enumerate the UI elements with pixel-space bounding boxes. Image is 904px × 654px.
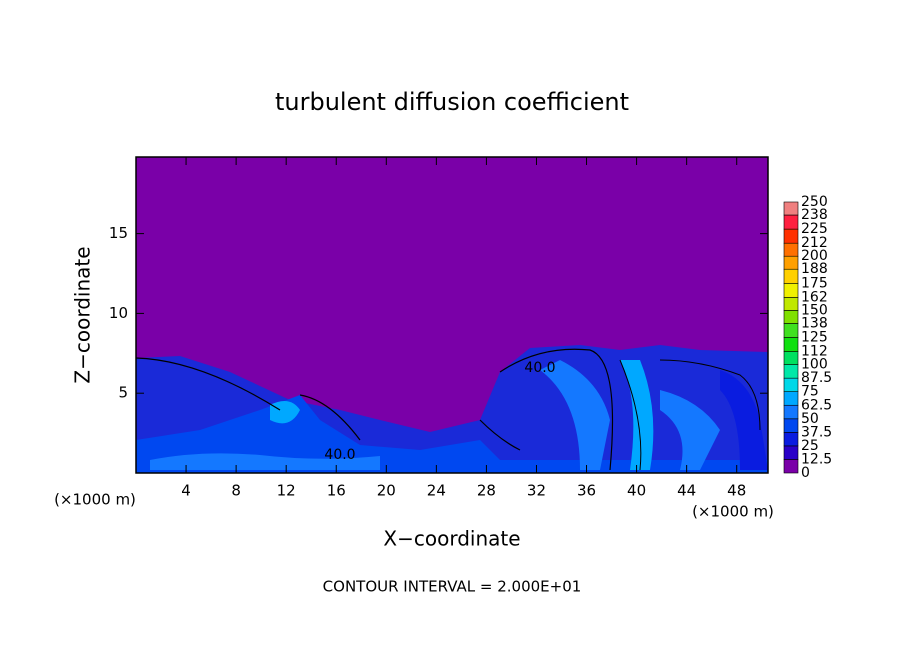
colorbar-label: 50 [801, 411, 819, 427]
colorbar-label: 250 [801, 194, 828, 210]
footer: CONTOUR INTERVAL = 2.000E+01 [323, 578, 582, 596]
field [136, 157, 768, 473]
plot-frame [135, 156, 769, 474]
y-axis-label: Z−coordinate [71, 246, 95, 383]
colorbar-band [783, 459, 799, 474]
colorbar-band [783, 418, 799, 433]
x-tick-label: 8 [231, 482, 241, 500]
colorbar-label: 238 [801, 207, 828, 223]
colorbar-band [783, 268, 799, 284]
colorbar-band [783, 323, 799, 338]
colorbar-label: 12.5 [801, 451, 832, 467]
colorbar-band [783, 214, 799, 230]
y-tick-label: 15 [109, 224, 128, 242]
colorbar-band [783, 351, 799, 365]
colorbar-label: 162 [801, 289, 828, 305]
x-tick-label: 16 [327, 482, 346, 500]
colorbar-band [783, 391, 799, 406]
colorbar-band [783, 242, 799, 257]
colorbar-band [783, 377, 799, 392]
colorbar-band [783, 297, 799, 311]
colorbar-label: 225 [801, 221, 828, 237]
colorbar-label: 200 [801, 248, 828, 264]
colorbar-label: 112 [801, 344, 828, 360]
colorbar-band [783, 282, 799, 298]
x-tick-label: 24 [427, 482, 446, 500]
contour-label: 40.0 [524, 360, 555, 376]
colorbar-band [783, 255, 799, 270]
x-tick-label: 12 [277, 482, 296, 500]
colorbar-label: 62.5 [801, 397, 832, 413]
colorbar-label: 87.5 [801, 370, 832, 386]
colorbar-label: 188 [801, 261, 828, 277]
x-tick-label: 20 [377, 482, 396, 500]
x-unit: (×1000 m) [692, 503, 774, 521]
y-tick-label: 5 [118, 384, 128, 402]
colorbar-label: 125 [801, 330, 828, 346]
colorbar-band [783, 337, 799, 352]
x-tick-label: 44 [677, 482, 696, 500]
colorbar-band [783, 445, 799, 460]
x-tick-label: 36 [577, 482, 596, 500]
colorbar-band [783, 432, 799, 447]
colorbar-label: 212 [801, 235, 828, 251]
colorbar-band [783, 201, 799, 216]
x-unit: (×1000 m) [54, 491, 136, 509]
contour-label: 40.0 [324, 447, 355, 463]
colorbar-label: 150 [801, 302, 828, 318]
colorbar-label: 100 [801, 357, 828, 373]
x-tick-label: 28 [477, 482, 496, 500]
x-tick-label: 40 [627, 482, 646, 500]
colorbar-band [783, 310, 799, 324]
colorbar-band [783, 228, 799, 244]
colorbar-label: 0 [801, 465, 810, 481]
colorbar-band [783, 404, 799, 420]
colorbar-label: 37.5 [801, 424, 832, 440]
colorbar-label: 175 [801, 275, 828, 291]
colorbar-band [783, 364, 799, 379]
colorbar-label: 75 [801, 384, 819, 400]
colorbar-label: 25 [801, 438, 819, 454]
x-tick-label: 4 [181, 482, 191, 500]
x-axis-label: X−coordinate [383, 527, 520, 551]
x-tick-label: 32 [527, 482, 546, 500]
x-tick-label: 48 [727, 482, 746, 500]
y-tick-label: 10 [109, 304, 128, 322]
colorbar-label: 138 [801, 315, 828, 331]
chart-title: turbulent diffusion coefficient [275, 88, 629, 116]
